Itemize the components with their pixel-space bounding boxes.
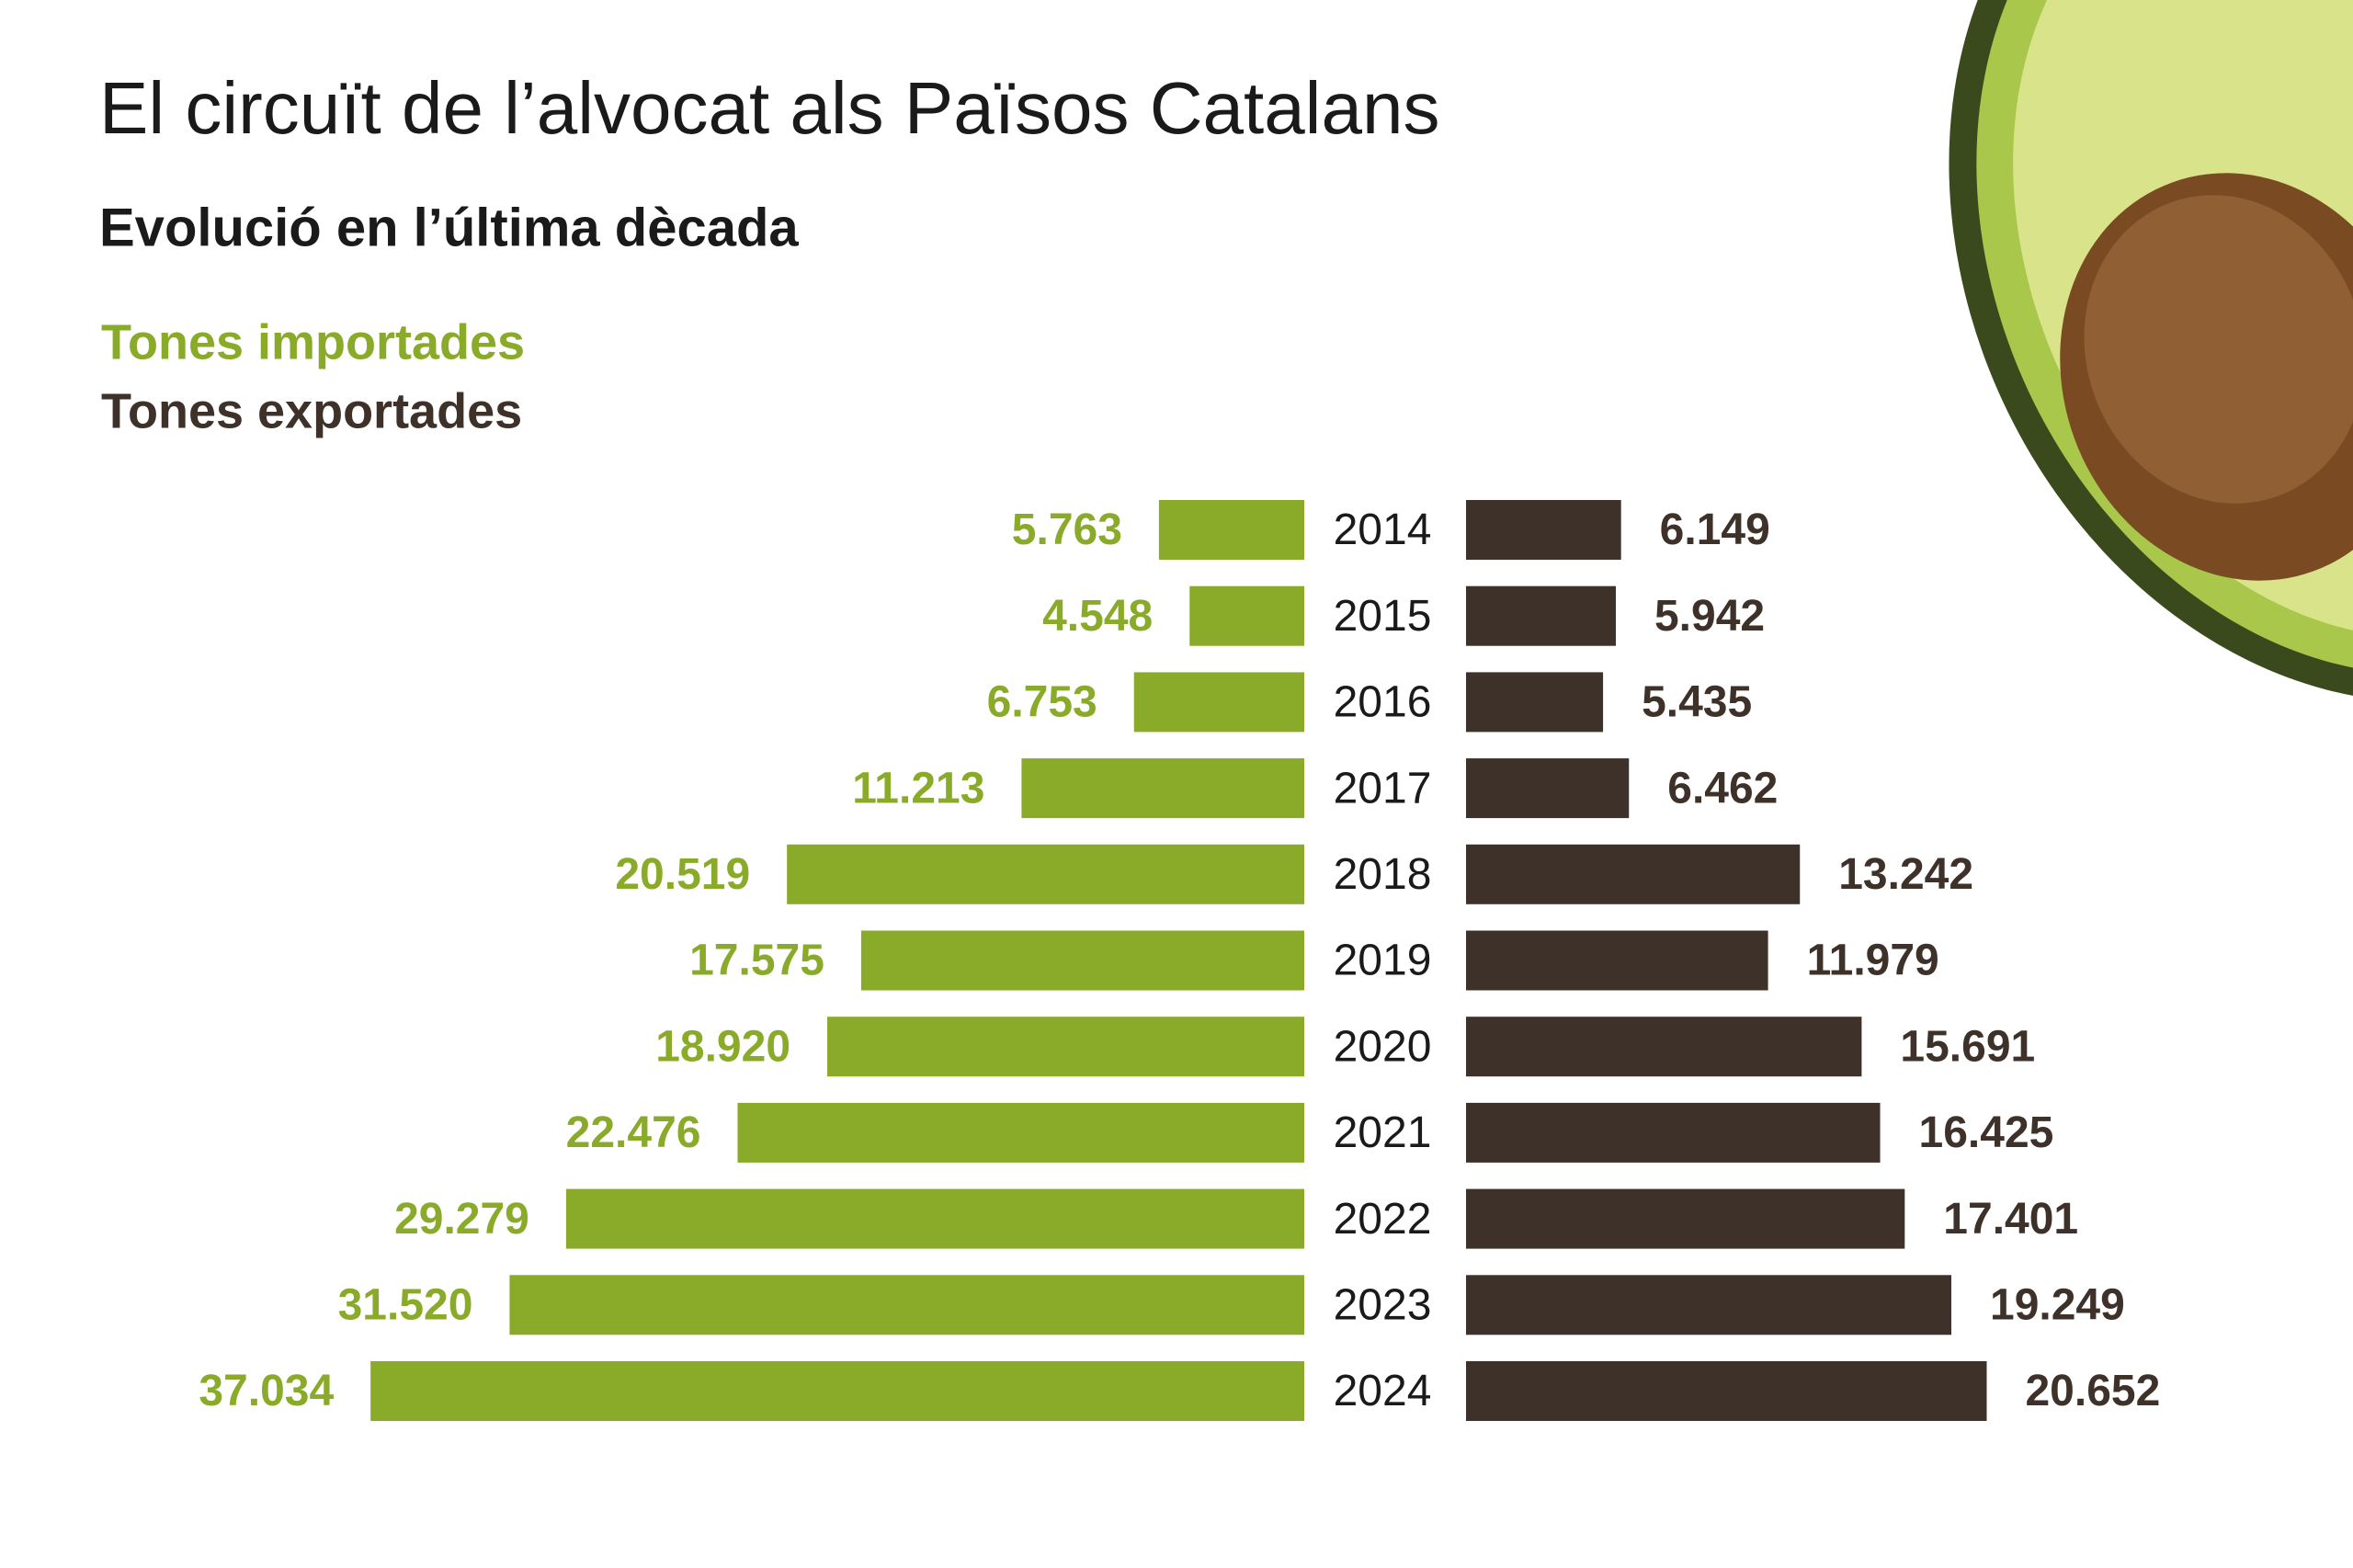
value-label: 37.034	[199, 1367, 334, 1415]
bar	[860, 930, 1304, 991]
year-label: 2020	[1334, 1022, 1432, 1071]
chart-subtitle: Evolució en l’última dècada	[99, 198, 799, 257]
bar	[1466, 1017, 1862, 1077]
bar	[827, 1017, 1304, 1077]
year-label: 2024	[1334, 1367, 1432, 1415]
value-label: 5.435	[1642, 678, 1752, 727]
avocado-illustration	[1949, 0, 2353, 702]
bar	[787, 844, 1304, 904]
legend-entry: Tones importades	[101, 314, 525, 369]
chart-title: El circuït de l’alvocat als Països Catal…	[99, 67, 1439, 149]
value-label: 17.401	[1943, 1195, 2078, 1244]
value-label: 5.942	[1654, 592, 1765, 641]
bar	[1466, 585, 1616, 646]
year-label: 2019	[1334, 937, 1432, 985]
value-label: 20.519	[615, 850, 750, 899]
value-label: 4.548	[1042, 592, 1153, 641]
value-label: 11.213	[852, 764, 984, 812]
value-label: 19.249	[1990, 1280, 2125, 1329]
bar	[370, 1361, 1305, 1421]
value-label: 13.242	[1838, 850, 1973, 899]
bar	[1466, 672, 1604, 733]
bar	[1021, 758, 1304, 819]
value-label: 31.520	[338, 1280, 473, 1329]
bar	[509, 1275, 1304, 1335]
value-label: 15.691	[1900, 1022, 2035, 1071]
value-label: 5.763	[1012, 506, 1122, 554]
year-label: 2017	[1334, 764, 1432, 812]
value-label: 6.462	[1667, 764, 1778, 812]
value-label: 17.575	[689, 937, 824, 985]
year-label: 2015	[1334, 592, 1432, 641]
bar	[1466, 1188, 1905, 1249]
value-label: 6.753	[987, 678, 1097, 727]
bar	[1466, 930, 1768, 991]
bar	[1466, 1102, 1881, 1163]
value-label: 16.425	[1919, 1108, 2054, 1157]
value-label: 18.920	[655, 1022, 790, 1071]
bar	[1466, 844, 1801, 904]
bar	[1189, 585, 1304, 646]
bar	[737, 1102, 1304, 1163]
value-label: 6.149	[1660, 506, 1770, 554]
value-label: 20.652	[2025, 1367, 2160, 1415]
year-label: 2021	[1334, 1108, 1432, 1157]
value-label: 11.979	[1807, 937, 1939, 985]
value-label: 22.476	[566, 1108, 701, 1157]
bar	[1158, 500, 1304, 560]
year-label: 2018	[1334, 850, 1432, 899]
bar	[1133, 672, 1304, 733]
value-label: 29.279	[394, 1195, 529, 1244]
bar	[1466, 1275, 1951, 1335]
year-label: 2022	[1334, 1195, 1432, 1244]
bar	[565, 1188, 1304, 1249]
year-label: 2016	[1334, 678, 1432, 727]
bar	[1466, 758, 1630, 819]
year-label: 2014	[1334, 506, 1432, 554]
bar	[1466, 1361, 1987, 1421]
bar	[1466, 500, 1621, 560]
year-label: 2023	[1334, 1280, 1432, 1329]
legend-entry: Tones exportades	[101, 383, 522, 438]
